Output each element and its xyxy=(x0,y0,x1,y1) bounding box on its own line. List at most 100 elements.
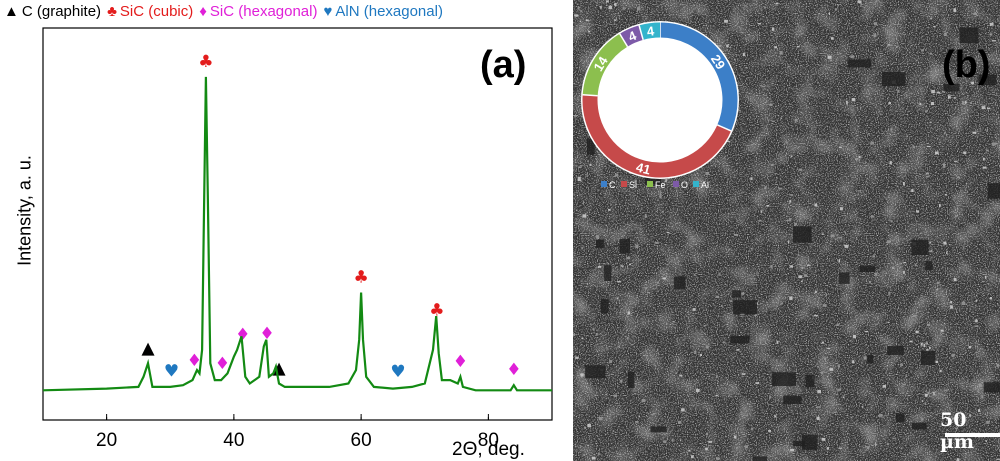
sem-particle xyxy=(948,95,951,99)
diamond-icon: ♦ xyxy=(199,3,207,20)
triangle-icon: ▲ xyxy=(4,3,19,20)
sem-dark-grain xyxy=(882,72,906,86)
sem-particle xyxy=(950,305,953,309)
sem-particle xyxy=(830,234,835,237)
club-peak-marker: ♣ xyxy=(198,52,213,72)
phase-legend: ▲ C (graphite) ♣ SiC (cubic) ♦ SiC (hexagonal… xyxy=(4,3,564,25)
sem-particle xyxy=(679,374,683,377)
sem-dark-grain xyxy=(644,176,662,185)
donut-legend-label: C xyxy=(609,180,616,190)
donut-legend-label: Al xyxy=(701,180,709,190)
sem-particle xyxy=(774,415,777,418)
sem-particle xyxy=(929,347,931,349)
sem-particle xyxy=(921,418,924,421)
sem-particle xyxy=(614,3,617,7)
sem-particle xyxy=(755,382,760,385)
sem-particle xyxy=(740,332,742,334)
sem-particle xyxy=(577,176,581,180)
sem-particle xyxy=(838,259,841,263)
sem-particle xyxy=(699,363,701,365)
sem-particle xyxy=(840,207,843,211)
donut-separator xyxy=(619,33,629,47)
sem-particle xyxy=(787,65,790,68)
sem-particle xyxy=(921,49,924,52)
sem-particle xyxy=(850,416,853,419)
sem-particle xyxy=(814,315,818,317)
sem-particle xyxy=(629,263,631,266)
sem-particle xyxy=(585,19,589,22)
sem-particle xyxy=(924,393,928,397)
sem-particle xyxy=(989,22,994,26)
sem-particle xyxy=(758,23,762,25)
sem-dark-grain xyxy=(752,456,768,461)
sem-particle xyxy=(851,98,856,102)
sem-particle xyxy=(979,348,982,350)
sem-particle xyxy=(887,44,891,46)
sem-particle xyxy=(830,59,832,62)
donut-slice-c xyxy=(659,22,738,131)
sem-particle xyxy=(953,9,957,13)
sem-particle xyxy=(939,369,942,372)
sem-dark-grain xyxy=(595,239,604,249)
sem-dark-grain xyxy=(587,138,595,155)
sem-particle xyxy=(729,300,733,302)
sem-particle xyxy=(903,262,907,264)
sem-particle xyxy=(953,97,956,99)
sem-particle xyxy=(705,432,709,436)
sem-particle xyxy=(715,395,718,397)
sem-particle xyxy=(872,255,875,258)
sem-particle xyxy=(961,301,966,305)
sem-dark-grain xyxy=(978,74,997,86)
sem-particle xyxy=(824,357,827,361)
sem-particle xyxy=(595,333,598,335)
donut-legend-swatch xyxy=(601,181,607,187)
sem-particle xyxy=(801,280,803,282)
sem-particle xyxy=(644,214,647,218)
sem-particle xyxy=(684,398,686,401)
legend-entry-3: ♥ AlN (hexagonal) xyxy=(323,3,445,20)
sem-particle xyxy=(821,437,826,441)
donut-slice-fe xyxy=(582,33,628,97)
sem-particle xyxy=(837,4,839,7)
sem-dark-grain xyxy=(921,350,936,366)
sem-particle xyxy=(891,267,895,269)
sem-particle xyxy=(968,346,972,349)
sem-particle xyxy=(665,178,667,183)
sem-particle xyxy=(839,237,843,239)
sem-particle xyxy=(609,359,612,363)
sem-particle xyxy=(955,215,958,217)
sem-particle xyxy=(844,231,847,235)
sem-particle xyxy=(616,297,618,300)
sem-particle xyxy=(974,325,979,327)
sem-particle xyxy=(984,275,987,279)
legend-entry-2: ♦ SiC (hexagonal) xyxy=(199,3,320,20)
sem-particle xyxy=(577,179,582,182)
sem-particle xyxy=(581,247,584,250)
sem-dark-grain xyxy=(673,276,686,290)
sem-particle xyxy=(593,327,595,331)
sem-particle xyxy=(785,141,788,143)
sem-particle xyxy=(741,373,746,375)
sem-particle xyxy=(722,341,726,344)
sem-particle xyxy=(954,427,958,430)
sem-particle xyxy=(936,289,938,291)
sem-particle xyxy=(903,182,905,186)
sem-particle xyxy=(759,73,761,75)
sem-particle xyxy=(635,244,639,248)
sem-particle xyxy=(943,163,946,167)
sem-particle xyxy=(619,379,623,383)
sem-dark-grain xyxy=(730,336,750,344)
sem-particle xyxy=(944,131,946,135)
club-peak-marker: ♣ xyxy=(354,268,369,288)
sem-dark-grain xyxy=(895,413,905,422)
sem-particle xyxy=(780,117,782,119)
sem-particle xyxy=(889,161,892,165)
sem-particle xyxy=(647,292,651,294)
sem-particle xyxy=(760,210,763,213)
sem-particle xyxy=(748,250,751,252)
sem-particle xyxy=(892,437,897,439)
sem-particle xyxy=(794,222,797,226)
sem-particle xyxy=(694,350,697,355)
sem-particle xyxy=(996,363,1000,367)
sem-particle xyxy=(614,173,619,177)
